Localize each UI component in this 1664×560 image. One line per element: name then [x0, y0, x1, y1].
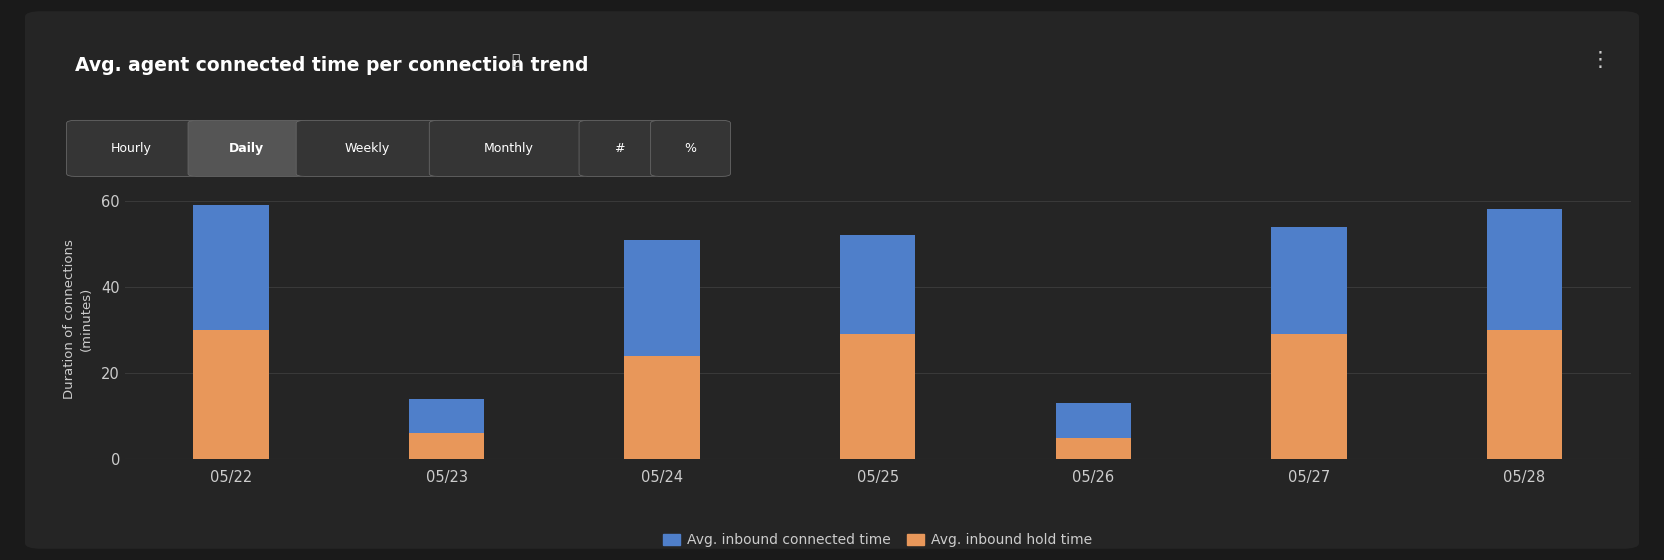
- FancyBboxPatch shape: [188, 120, 305, 176]
- Bar: [840, 334, 915, 459]
- FancyBboxPatch shape: [25, 11, 1639, 549]
- FancyBboxPatch shape: [296, 120, 438, 176]
- Text: Monthly: Monthly: [484, 142, 532, 155]
- Bar: [1055, 438, 1132, 459]
- Bar: [1271, 334, 1346, 459]
- Bar: [1488, 330, 1562, 459]
- Bar: [193, 205, 268, 330]
- Text: Daily: Daily: [228, 142, 265, 155]
- Bar: [840, 235, 915, 334]
- Bar: [409, 399, 484, 433]
- Bar: [1055, 403, 1132, 438]
- Bar: [193, 330, 268, 459]
- Bar: [624, 356, 701, 459]
- Bar: [1488, 209, 1562, 330]
- Text: %: %: [684, 142, 697, 155]
- Text: ⋮: ⋮: [1589, 50, 1611, 71]
- FancyBboxPatch shape: [651, 120, 730, 176]
- Text: Weekly: Weekly: [344, 142, 389, 155]
- Legend: Avg. inbound connected time, Avg. inbound hold time: Avg. inbound connected time, Avg. inboun…: [657, 528, 1098, 553]
- Text: Avg. agent connected time per connection trend: Avg. agent connected time per connection…: [75, 56, 589, 75]
- Text: ⓘ: ⓘ: [511, 53, 519, 67]
- FancyBboxPatch shape: [67, 120, 196, 176]
- Bar: [624, 240, 701, 356]
- Bar: [1271, 227, 1346, 334]
- Text: #: #: [614, 142, 624, 155]
- FancyBboxPatch shape: [579, 120, 659, 176]
- Text: Hourly: Hourly: [111, 142, 151, 155]
- FancyBboxPatch shape: [429, 120, 587, 176]
- Y-axis label: Duration of connections
(minutes): Duration of connections (minutes): [63, 239, 93, 399]
- Bar: [409, 433, 484, 459]
